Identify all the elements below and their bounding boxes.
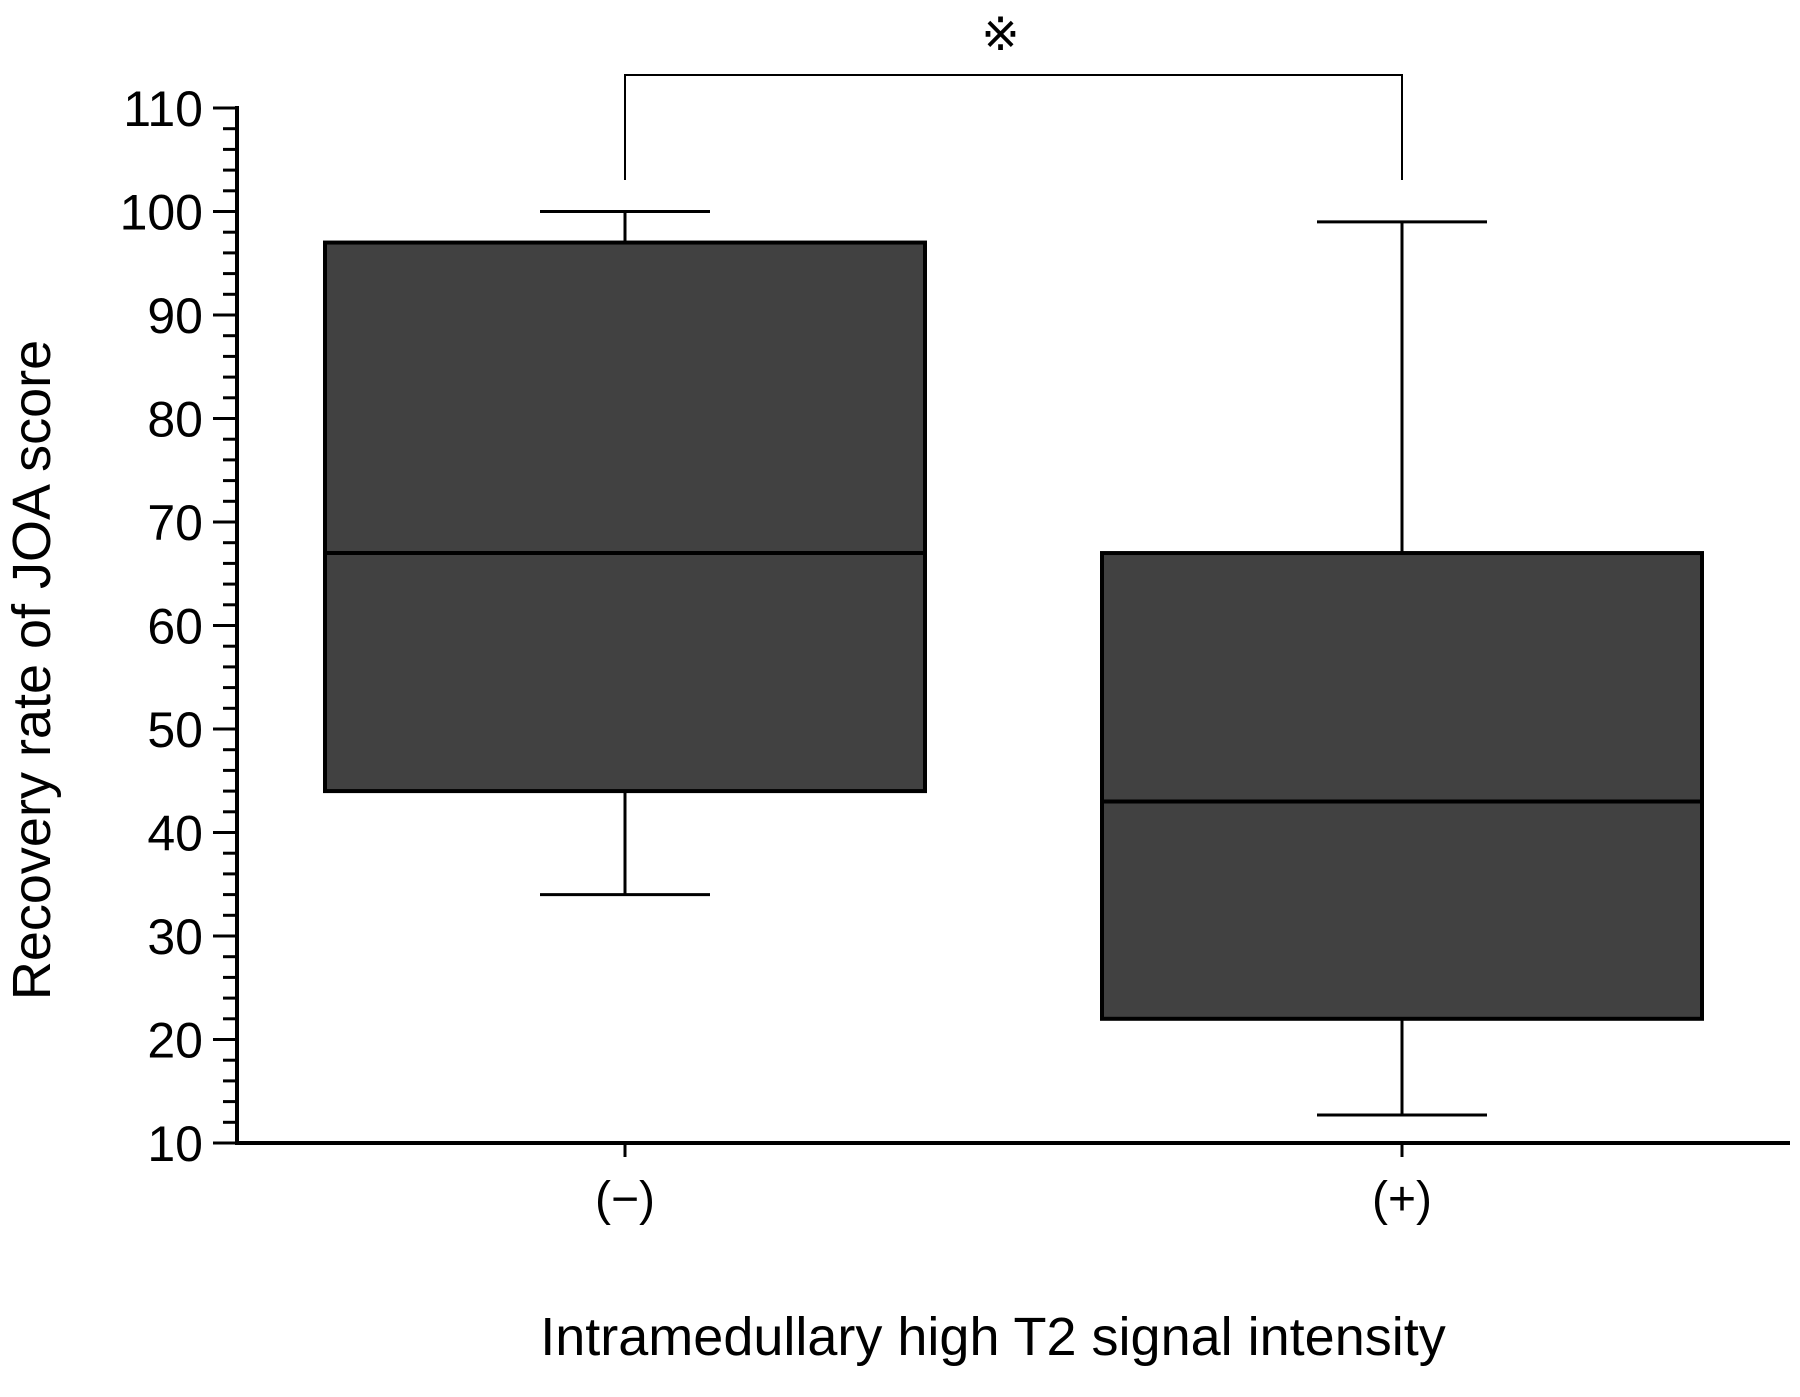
box-series (323, 210, 1704, 1117)
significance-marker: ※ (981, 7, 1020, 61)
x-category-label: (−) (595, 1173, 655, 1226)
x-axis-title: Intramedullary high T2 signal intensity (540, 1307, 1445, 1367)
y-tick-label: 80 (147, 392, 203, 448)
y-tick-label: 70 (147, 495, 203, 551)
bracket-line (624, 74, 1403, 180)
y-tick-label: 100 (120, 185, 203, 241)
y-tick-label: 110 (123, 81, 203, 137)
significance-bracket: ※ (624, 7, 1403, 180)
y-axis: 10 20 30 40 50 60 70 80 90 100 110 (120, 81, 239, 1172)
y-tick-label: 40 (147, 806, 203, 862)
box-negative (323, 210, 927, 897)
y-tick-label: 30 (147, 909, 203, 965)
box-positive (1100, 220, 1704, 1117)
y-tick-label: 90 (147, 288, 203, 344)
iqr-box (1100, 551, 1704, 1021)
y-tick-label: 20 (147, 1013, 203, 1069)
x-category-label: (+) (1372, 1173, 1432, 1226)
x-axis: (−) (+) (235, 1141, 1790, 1226)
iqr-box (323, 240, 927, 794)
y-tick-label: 10 (147, 1116, 203, 1172)
y-tick-label: 50 (147, 702, 203, 758)
y-axis-title: Recovery rate of JOA score (2, 340, 62, 1000)
y-tick-label: 60 (147, 599, 203, 655)
